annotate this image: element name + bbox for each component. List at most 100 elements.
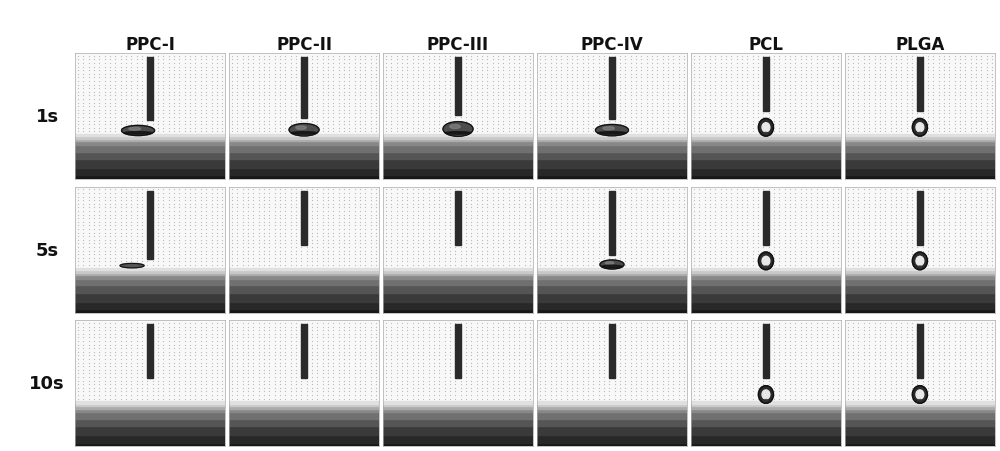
Point (479, 352, 495, 359)
Point (463, 258, 479, 265)
Point (378, 208, 394, 215)
Point (325, 107, 341, 114)
Point (506, 107, 522, 114)
Point (665, 384, 681, 391)
Point (161, 237, 177, 244)
Point (283, 82, 299, 89)
Point (750, 258, 766, 265)
Point (363, 53, 379, 60)
Point (825, 125, 841, 132)
Point (123, 125, 139, 132)
Point (240, 373, 256, 381)
Point (936, 395, 952, 402)
Point (723, 190, 739, 197)
Point (267, 373, 283, 381)
Point (129, 388, 145, 395)
Point (341, 244, 357, 251)
Point (442, 100, 458, 107)
Point (623, 366, 639, 373)
Point (171, 370, 187, 377)
Point (601, 74, 617, 82)
Point (984, 89, 1000, 96)
Point (803, 391, 819, 399)
Point (771, 193, 787, 201)
Point (745, 388, 761, 395)
Point (925, 230, 941, 237)
Point (548, 118, 564, 125)
Point (691, 74, 707, 82)
Point (463, 129, 479, 136)
Point (750, 193, 766, 201)
Point (113, 74, 129, 82)
Point (850, 363, 866, 370)
Point (70, 352, 86, 359)
Point (564, 240, 580, 248)
Point (660, 327, 676, 334)
Point (113, 222, 129, 230)
Point (655, 190, 671, 197)
Point (825, 359, 841, 366)
Point (193, 125, 209, 132)
Point (739, 82, 755, 89)
Point (224, 355, 240, 363)
Point (272, 348, 288, 355)
Point (915, 233, 931, 240)
Point (782, 255, 798, 262)
Point (569, 60, 585, 68)
Point (193, 64, 209, 71)
Point (968, 193, 984, 201)
Point (347, 391, 363, 399)
Point (543, 110, 559, 118)
Point (251, 129, 267, 136)
Point (798, 366, 814, 373)
Point (787, 92, 803, 100)
Point (580, 348, 596, 355)
Point (272, 110, 288, 118)
Point (639, 248, 655, 255)
Point (888, 100, 904, 107)
Point (861, 96, 877, 103)
Bar (383, 152, 533, 160)
Point (495, 240, 511, 248)
Point (952, 118, 968, 125)
Point (378, 129, 394, 136)
Point (442, 262, 458, 269)
Bar (691, 309, 841, 313)
Point (394, 370, 410, 377)
Point (591, 60, 607, 68)
Point (649, 323, 665, 331)
Bar (383, 273, 533, 276)
Point (304, 215, 320, 222)
Point (485, 345, 501, 352)
Point (537, 110, 553, 118)
Point (761, 331, 777, 338)
Point (623, 323, 639, 331)
Point (522, 320, 538, 327)
Point (888, 193, 904, 201)
Point (952, 391, 968, 399)
Point (723, 381, 739, 388)
Point (352, 255, 368, 262)
Point (383, 197, 399, 204)
Point (347, 258, 363, 265)
Point (809, 114, 825, 121)
Point (522, 78, 538, 85)
Point (442, 363, 458, 370)
Point (293, 331, 309, 338)
Point (676, 82, 692, 89)
Point (70, 370, 86, 377)
Point (697, 384, 713, 391)
Point (229, 110, 245, 118)
Point (161, 359, 177, 366)
Point (235, 121, 251, 129)
Point (91, 359, 107, 366)
Point (394, 345, 410, 352)
Point (686, 388, 702, 395)
Point (182, 121, 198, 129)
Point (495, 107, 511, 114)
Point (771, 64, 787, 71)
Point (553, 129, 569, 136)
Point (718, 341, 734, 349)
Point (341, 363, 357, 370)
Point (941, 215, 957, 222)
